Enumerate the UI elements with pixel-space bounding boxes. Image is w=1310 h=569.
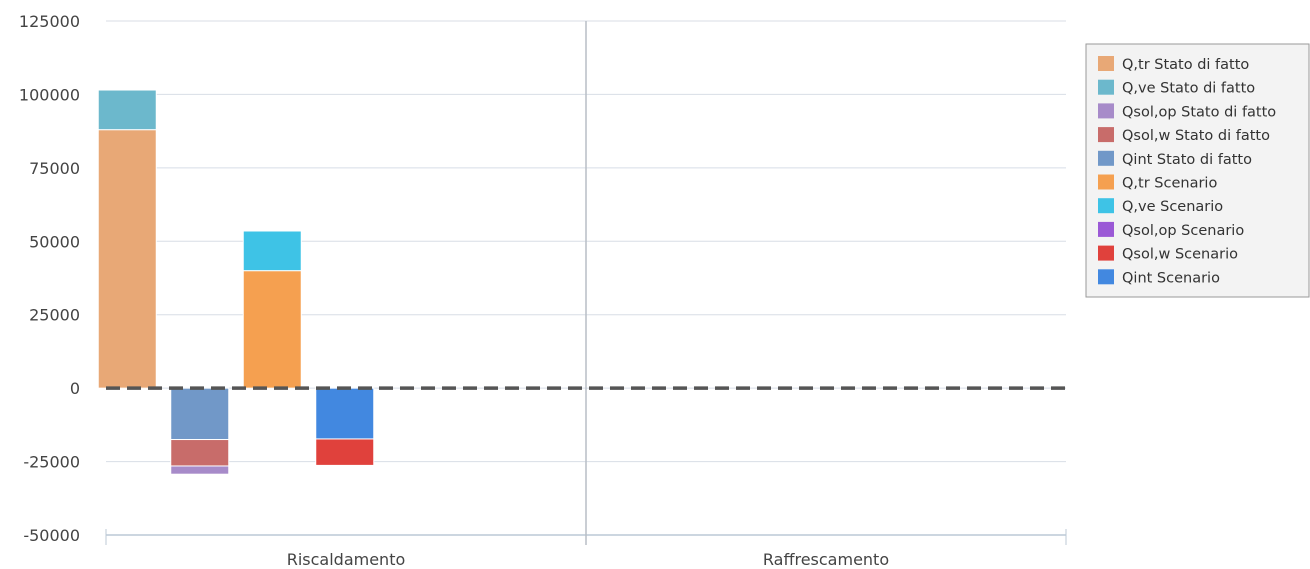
y-tick-label: 75000 (29, 159, 80, 178)
legend-label: Qsol,op Stato di fatto (1122, 104, 1276, 120)
legend-label: Q,ve Scenario (1122, 199, 1223, 215)
bars (97, 89, 375, 475)
legend-label: Qint Scenario (1122, 270, 1220, 286)
legend-label: Q,tr Scenario (1122, 176, 1217, 192)
legend-swatch (1098, 269, 1114, 285)
y-tick-label: 0 (70, 379, 80, 398)
legend-label: Qint Stato di fatto (1122, 152, 1252, 168)
x-tick-label: Raffrescamento (763, 550, 889, 569)
legend-swatch (1098, 221, 1114, 237)
bar (170, 387, 230, 441)
x-axis: Riscaldamento Raffrescamento (105, 21, 1067, 569)
legend-swatch (1098, 150, 1114, 166)
legend-label: Qsol,w Scenario (1122, 247, 1238, 263)
bar (97, 89, 157, 131)
y-tick-label: 50000 (29, 232, 80, 251)
y-tick-label: -50000 (23, 526, 80, 545)
y-tick-label: 25000 (29, 306, 80, 325)
x-tick-label: Riscaldamento (287, 550, 406, 569)
legend-box (1085, 43, 1310, 298)
bar (170, 439, 230, 467)
y-axis-tick-labels: 125000 100000 75000 50000 25000 0 -25000 -50000 (19, 12, 80, 545)
y-tick-label: 100000 (19, 85, 80, 104)
legend: Q,tr Stato di fatto Q,ve Stato di fatto Qs… (1085, 43, 1310, 298)
legend-label: Qsol,op Scenario (1122, 223, 1244, 239)
bar (170, 465, 230, 475)
legend-swatch (1098, 56, 1114, 71)
legend-swatch (1098, 198, 1114, 214)
bar (242, 270, 302, 389)
bar (315, 387, 375, 440)
legend-label: Q,tr Stato di fatto (1122, 57, 1249, 73)
legend-swatch (1098, 245, 1114, 261)
bar (315, 438, 375, 466)
legend-swatch (1098, 103, 1114, 119)
bar (97, 129, 157, 389)
y-tick-label: -25000 (23, 453, 80, 472)
legend-label: Q,ve Stato di fatto (1122, 81, 1255, 97)
legend-label: Qsol,w Stato di fatto (1122, 128, 1270, 144)
y-tick-label: 125000 (19, 12, 80, 31)
bar (242, 230, 302, 272)
legend-swatch (1098, 79, 1114, 95)
legend-swatch (1098, 174, 1114, 190)
legend-swatch (1098, 127, 1114, 143)
